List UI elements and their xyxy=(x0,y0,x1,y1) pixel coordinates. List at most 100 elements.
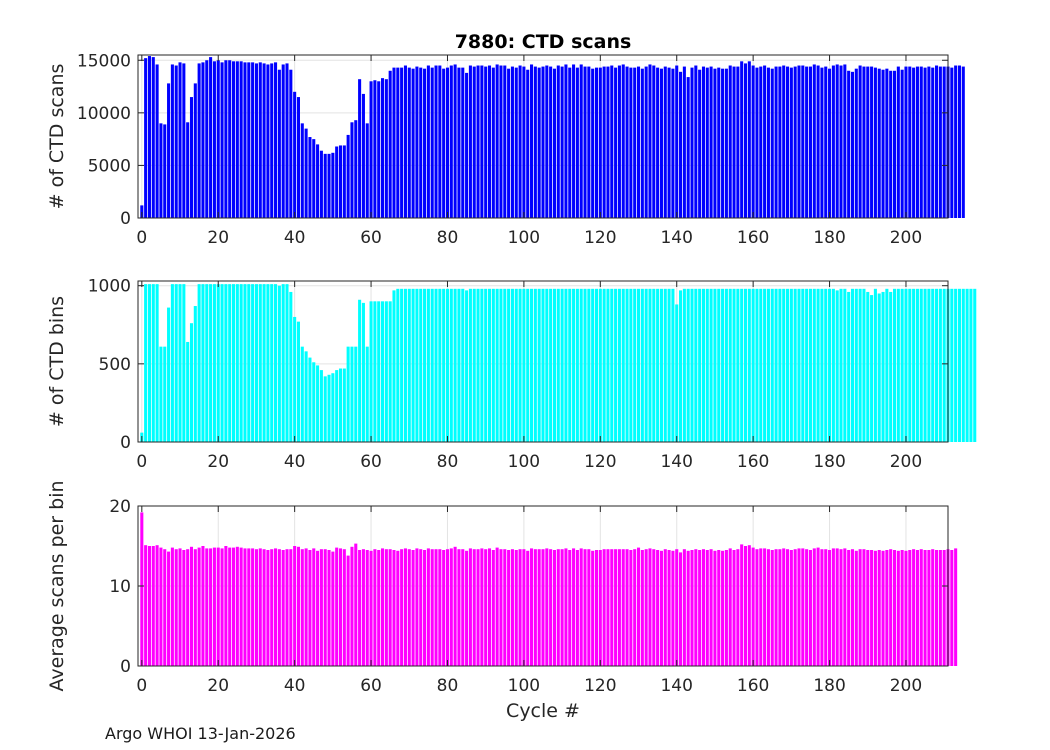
bar xyxy=(197,63,201,218)
bar xyxy=(281,284,285,442)
bar xyxy=(445,288,450,442)
bar xyxy=(556,65,560,219)
bar xyxy=(415,66,419,218)
bar xyxy=(159,123,163,218)
bar xyxy=(228,284,232,442)
bar xyxy=(216,547,220,666)
bar xyxy=(889,70,893,219)
bar xyxy=(507,288,511,442)
bar xyxy=(755,288,759,442)
bar xyxy=(423,68,427,218)
axes-frame xyxy=(137,280,949,443)
bar xyxy=(606,288,610,442)
bar xyxy=(923,67,927,219)
bar xyxy=(889,291,893,442)
bar xyxy=(579,288,583,442)
bar xyxy=(610,65,614,219)
bar xyxy=(186,549,190,666)
bar xyxy=(403,548,407,666)
bar xyxy=(392,290,396,442)
bar xyxy=(495,288,499,442)
bar xyxy=(228,547,232,666)
bar xyxy=(820,288,824,442)
bar xyxy=(388,301,392,442)
bar xyxy=(476,549,480,666)
bar xyxy=(285,63,289,218)
bar xyxy=(736,549,740,666)
x-tick-label: 20 xyxy=(207,676,229,696)
bar xyxy=(231,284,236,442)
bar xyxy=(258,284,262,442)
bar xyxy=(751,65,755,219)
bar xyxy=(308,550,312,666)
bar xyxy=(468,548,472,666)
bar xyxy=(896,550,900,666)
bar xyxy=(323,153,327,218)
y-tick-label: 0 xyxy=(120,209,131,229)
bar xyxy=(258,548,262,666)
bar xyxy=(338,145,343,218)
bar xyxy=(717,288,721,442)
bar xyxy=(178,62,182,218)
bar xyxy=(904,550,908,666)
bar xyxy=(407,67,411,219)
bar xyxy=(747,61,751,219)
bar xyxy=(518,288,522,442)
bar xyxy=(239,61,243,219)
bar xyxy=(239,547,243,666)
bar xyxy=(950,67,954,219)
bar xyxy=(549,288,553,442)
bar xyxy=(277,285,281,442)
bar xyxy=(797,288,801,442)
bar xyxy=(644,66,648,218)
bar xyxy=(850,71,855,218)
bar xyxy=(212,61,216,219)
bar xyxy=(904,288,908,442)
bar xyxy=(591,68,595,218)
bar xyxy=(423,288,427,442)
y-tick-label: 0 xyxy=(120,433,131,453)
bar xyxy=(426,548,430,666)
bar xyxy=(434,65,438,219)
bar xyxy=(575,550,579,666)
bar xyxy=(224,546,228,666)
bar xyxy=(514,550,518,666)
bar xyxy=(560,288,564,442)
bar xyxy=(369,550,373,666)
bar xyxy=(300,123,304,218)
bar xyxy=(342,368,346,442)
bar xyxy=(961,288,965,442)
bar xyxy=(927,66,931,218)
bar xyxy=(361,549,365,666)
bar xyxy=(568,67,572,219)
bar xyxy=(381,301,385,442)
bar xyxy=(579,64,583,219)
bar xyxy=(763,65,767,219)
bar xyxy=(854,288,858,442)
x-tick-label: 160 xyxy=(737,228,769,248)
bar xyxy=(900,69,904,218)
bar xyxy=(847,70,851,219)
bar xyxy=(396,67,400,219)
bar xyxy=(335,146,339,218)
bar xyxy=(870,66,874,218)
bar xyxy=(679,290,683,442)
y-axis-label: # of CTD scans xyxy=(46,64,68,210)
bar xyxy=(289,291,293,442)
bar xyxy=(709,549,713,666)
bar xyxy=(935,288,939,442)
bar xyxy=(686,550,690,666)
bar xyxy=(277,69,281,218)
bar xyxy=(262,284,266,442)
bar xyxy=(587,66,591,218)
bar xyxy=(900,550,904,666)
bar xyxy=(625,66,629,218)
bar xyxy=(384,301,388,442)
bar xyxy=(866,550,870,666)
bar xyxy=(843,64,847,219)
bar xyxy=(430,288,434,442)
bar xyxy=(747,545,751,666)
bar xyxy=(274,62,278,218)
bar xyxy=(426,65,430,219)
bar xyxy=(831,65,835,219)
